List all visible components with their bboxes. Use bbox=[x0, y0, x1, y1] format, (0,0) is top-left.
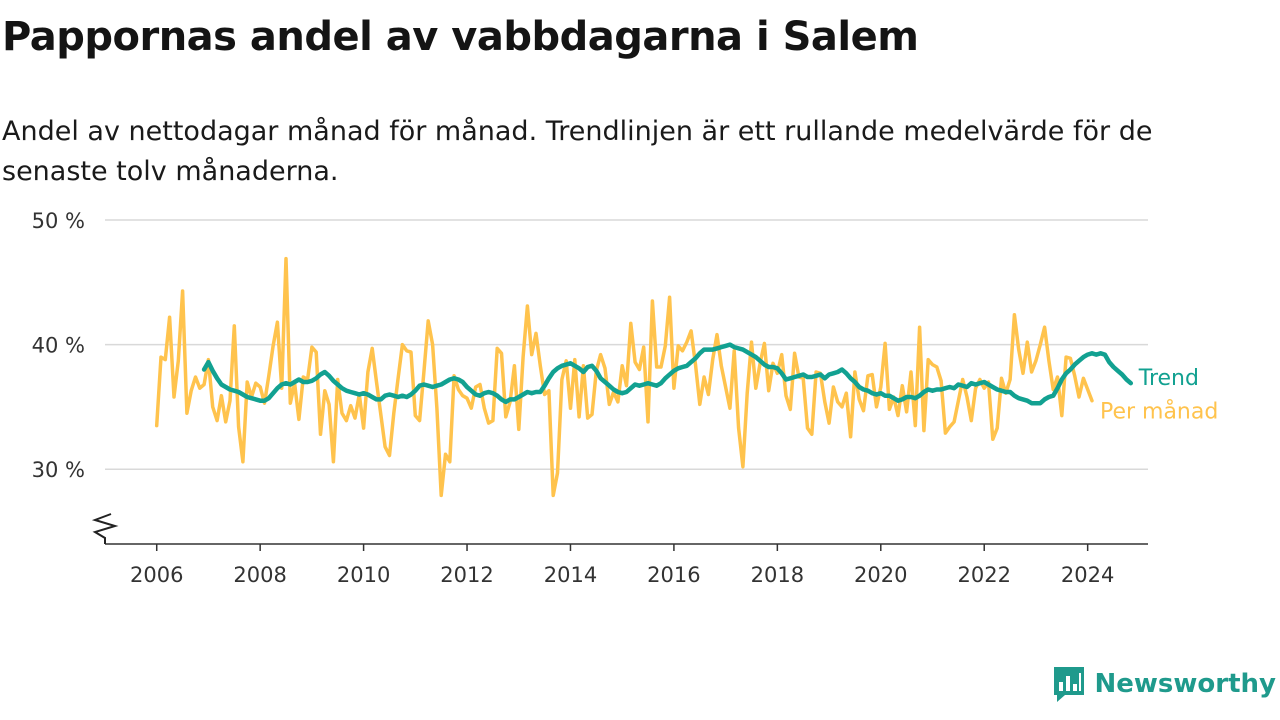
series-line-per-manad bbox=[154, 256, 1094, 498]
x-tick-label: 2018 bbox=[751, 563, 804, 587]
x-tick-label: 2010 bbox=[337, 563, 390, 587]
newsworthy-logo-icon bbox=[1053, 667, 1084, 702]
x-tick-label: 2022 bbox=[957, 563, 1010, 587]
y-tick-label: 50 % bbox=[32, 209, 85, 233]
series-line-trend bbox=[201, 342, 1134, 406]
series bbox=[154, 256, 1134, 498]
axes: 30 % 40 % 50 % 2006 2008 2010 2012 2014 2016 2018… bbox=[32, 209, 1148, 587]
series-label-trend: Trend bbox=[1138, 366, 1199, 391]
x-tick-label: 2006 bbox=[130, 563, 183, 587]
x-tick-label: 2012 bbox=[440, 563, 493, 587]
x-tick-label: 2014 bbox=[544, 563, 597, 587]
x-tick-label: 2016 bbox=[647, 563, 700, 587]
page-title: Pappornas andel av vabbdagarna i Salem bbox=[2, 14, 919, 60]
y-tick-label: 40 % bbox=[32, 334, 85, 358]
brand-name: Newsworthy bbox=[1094, 669, 1276, 699]
axis-break-icon bbox=[91, 513, 119, 544]
x-tick-label: 2008 bbox=[233, 563, 286, 587]
series-labels: Per månad Trend bbox=[1100, 366, 1218, 424]
x-tick-label: 2020 bbox=[854, 563, 907, 587]
y-tick-label: 30 % bbox=[32, 458, 85, 482]
series-label-per-manad: Per månad bbox=[1100, 399, 1218, 425]
brand-logo: Newsworthy bbox=[1051, 664, 1276, 704]
chart-subtitle: Andel av nettodagar månad för månad. Tre… bbox=[2, 116, 1153, 187]
x-tick-label: 2024 bbox=[1061, 563, 1114, 587]
